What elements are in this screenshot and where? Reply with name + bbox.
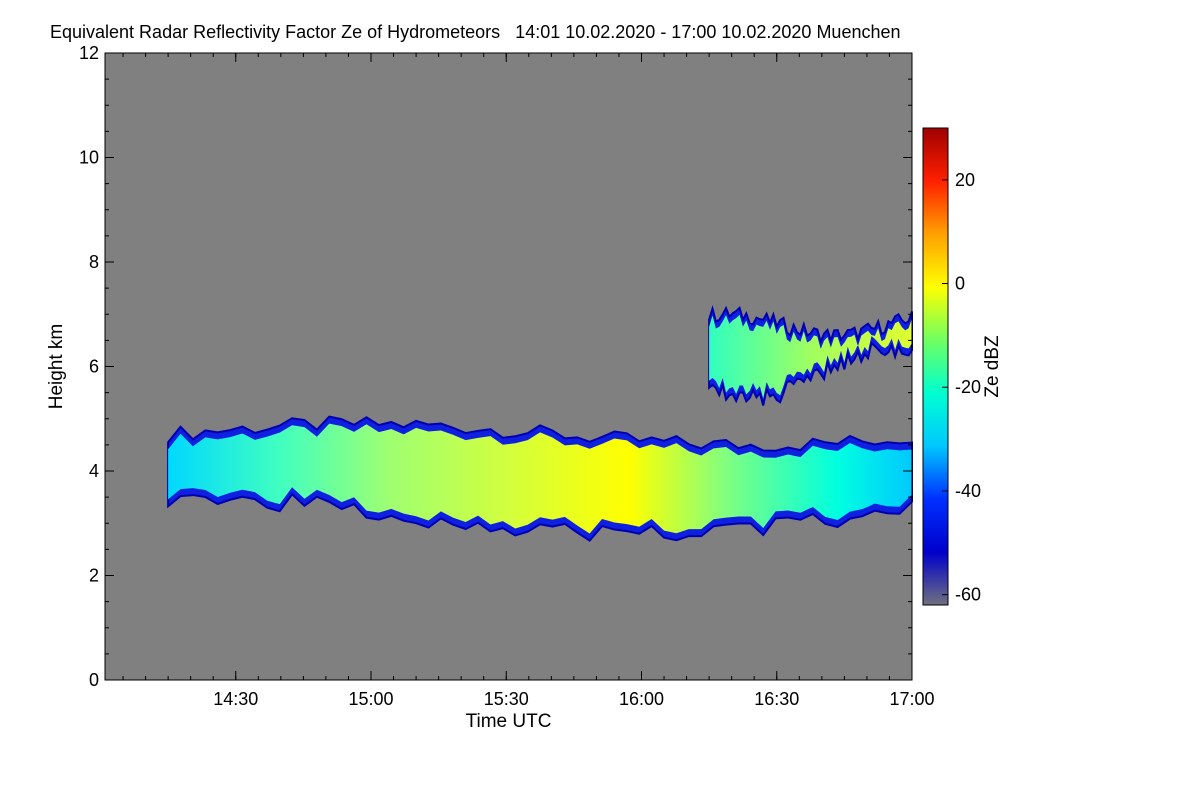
y-tick-label: 4 [89,461,99,481]
y-tick-label: 6 [89,357,99,377]
x-tick-label: 15:30 [484,689,529,709]
y-tick-label: 0 [89,670,99,690]
x-tick-label: 15:00 [348,689,393,709]
x-tick-label: 17:00 [889,689,934,709]
colorbar-tick-label: 0 [955,274,965,294]
x-tick-label: 14:30 [213,689,258,709]
colorbar-tick-label: -40 [955,481,981,501]
y-tick-label: 2 [89,566,99,586]
colorbar [922,127,949,606]
echo-layer-upper [709,314,912,399]
echo-layers [167,304,913,542]
colorbar-ticks: -60 -40 -20 0 20 [942,170,981,605]
x-axis-label: Time UTC [466,711,552,732]
chart-title: Equivalent Radar Reflectivity Factor Ze … [50,22,901,42]
echo-layer-lower [168,423,913,534]
y-tick-label: 10 [79,148,99,168]
x-axis: 14:30 15:00 15:30 16:00 16:30 17:00 [122,53,935,709]
x-tick-label: 16:00 [619,689,664,709]
colorbar-tick-label: 20 [955,170,975,190]
x-tick-label: 16:30 [754,689,799,709]
y-axis-label: Height km [46,324,67,410]
y-axis: 0 2 4 6 8 10 12 [79,43,912,690]
colorbar-tick-label: -20 [955,377,981,397]
colorbar-tick-label: -60 [955,585,981,605]
y-tick-label: 12 [79,43,99,63]
y-tick-label: 8 [89,252,99,272]
colorbar-label: Ze dBZ [982,335,1003,398]
